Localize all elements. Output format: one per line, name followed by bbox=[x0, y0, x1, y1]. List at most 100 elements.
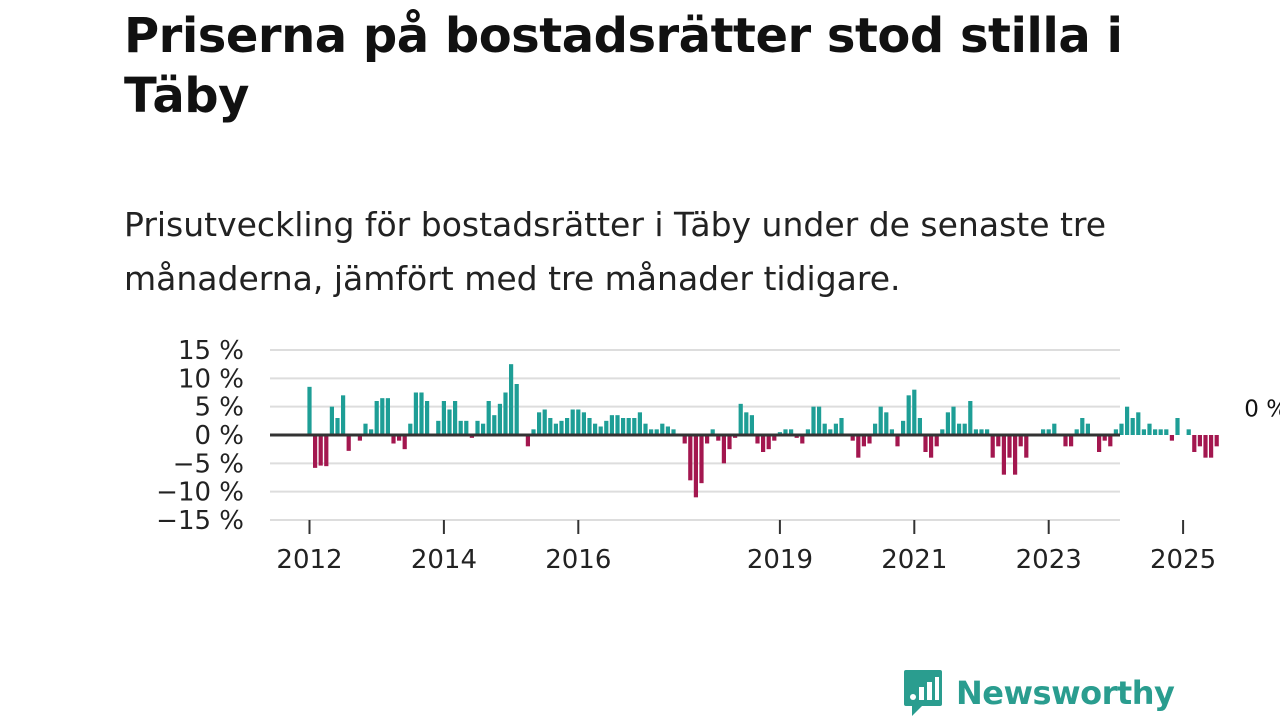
bar bbox=[576, 409, 581, 435]
bar bbox=[705, 435, 710, 444]
bar bbox=[957, 423, 962, 435]
bar bbox=[923, 435, 928, 452]
bar bbox=[671, 429, 676, 435]
bar bbox=[408, 423, 413, 435]
bar bbox=[436, 420, 441, 435]
bar bbox=[537, 412, 542, 435]
y-tick-label: 0 % bbox=[194, 421, 244, 451]
x-tick-label: 2023 bbox=[1016, 545, 1082, 575]
bar bbox=[598, 426, 603, 435]
bar bbox=[413, 392, 418, 435]
bar bbox=[1108, 435, 1113, 447]
y-tick-label: 5 % bbox=[194, 393, 244, 423]
bar bbox=[1097, 435, 1102, 452]
bar bbox=[962, 423, 967, 435]
x-tick-label: 2019 bbox=[747, 545, 813, 575]
bar bbox=[1080, 418, 1085, 435]
bar bbox=[458, 420, 463, 435]
y-tick-label: −15 % bbox=[156, 506, 244, 536]
bar bbox=[1119, 423, 1124, 435]
bar bbox=[447, 409, 452, 435]
bar bbox=[1001, 435, 1006, 475]
bar bbox=[985, 429, 990, 435]
bar bbox=[318, 435, 323, 466]
bar bbox=[542, 409, 547, 435]
bar bbox=[766, 435, 771, 450]
x-tick-label: 2025 bbox=[1150, 545, 1216, 575]
bar bbox=[649, 429, 654, 435]
bar bbox=[553, 423, 558, 435]
bar bbox=[968, 401, 973, 435]
bar bbox=[503, 392, 508, 435]
bar bbox=[940, 429, 945, 435]
bar bbox=[665, 426, 670, 435]
bar bbox=[621, 418, 626, 435]
x-tick-label: 2021 bbox=[881, 545, 947, 575]
bar bbox=[581, 412, 586, 435]
bar bbox=[1136, 412, 1141, 435]
bar bbox=[1063, 435, 1068, 447]
latest-value-label: 0 % bbox=[1244, 397, 1280, 423]
bar bbox=[1041, 429, 1046, 435]
bar bbox=[934, 435, 939, 447]
bar bbox=[850, 435, 855, 441]
bar bbox=[587, 418, 592, 435]
bar bbox=[1007, 435, 1012, 458]
bar bbox=[615, 415, 620, 435]
bar bbox=[772, 435, 777, 441]
bar bbox=[402, 435, 407, 450]
bar bbox=[895, 435, 900, 447]
bar bbox=[654, 429, 659, 435]
page-title: Priserna på bostadsrätter stod stilla i … bbox=[124, 8, 1123, 124]
y-tick-label: 10 % bbox=[178, 364, 244, 394]
bar bbox=[906, 395, 911, 435]
bar bbox=[329, 406, 334, 435]
bar bbox=[660, 423, 665, 435]
bar bbox=[486, 401, 491, 435]
bar bbox=[738, 403, 743, 435]
bar bbox=[990, 435, 995, 458]
bars bbox=[307, 364, 1219, 498]
bar bbox=[1052, 423, 1057, 435]
x-axis: 2012 2014 2016 2019 2021 2023 2025 bbox=[276, 520, 1216, 575]
bar bbox=[682, 435, 687, 444]
bar bbox=[699, 435, 704, 484]
bar bbox=[1158, 429, 1163, 435]
bar bbox=[1209, 435, 1214, 458]
bar bbox=[1175, 418, 1180, 435]
bar bbox=[873, 423, 878, 435]
bar bbox=[335, 418, 340, 435]
bar bbox=[1203, 435, 1208, 458]
bar bbox=[951, 406, 956, 435]
bar bbox=[744, 412, 749, 435]
y-tick-label: −5 % bbox=[173, 449, 244, 479]
bar bbox=[441, 401, 446, 435]
bar bbox=[307, 386, 312, 435]
bar bbox=[397, 435, 402, 441]
x-tick-label: 2012 bbox=[276, 545, 342, 575]
bar bbox=[1102, 435, 1107, 441]
bar bbox=[861, 435, 866, 447]
bar bbox=[565, 418, 570, 435]
bar bbox=[917, 418, 922, 435]
bar bbox=[1153, 429, 1158, 435]
bar bbox=[1141, 429, 1146, 435]
bar bbox=[839, 418, 844, 435]
bar bbox=[475, 420, 480, 435]
bar bbox=[453, 401, 458, 435]
bar bbox=[811, 406, 816, 435]
bar bbox=[1164, 429, 1169, 435]
bar bbox=[929, 435, 934, 458]
bar bbox=[973, 429, 978, 435]
bar bbox=[481, 423, 486, 435]
bar bbox=[1113, 429, 1118, 435]
bar bbox=[509, 364, 514, 435]
bar bbox=[497, 403, 502, 435]
bar bbox=[514, 384, 519, 435]
bar bbox=[805, 429, 810, 435]
bar bbox=[996, 435, 1001, 447]
bar bbox=[419, 392, 424, 435]
bar bbox=[626, 418, 631, 435]
bar bbox=[783, 429, 788, 435]
bar bbox=[912, 389, 917, 435]
